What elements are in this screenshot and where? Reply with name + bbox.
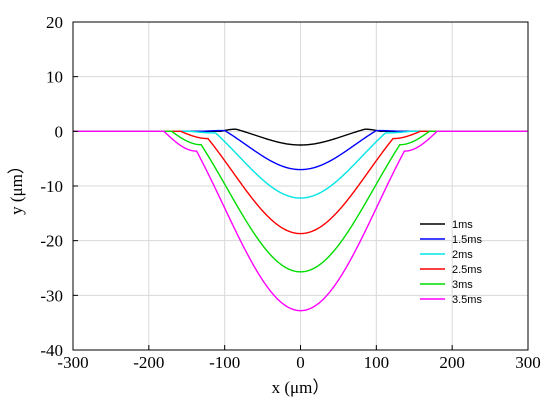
y-tick-label: 10 xyxy=(46,68,63,87)
legend-label: 1ms xyxy=(452,219,473,231)
x-tick-label: 0 xyxy=(296,353,305,372)
x-tick-label: 100 xyxy=(364,353,390,372)
series-line-3.5ms xyxy=(73,130,528,312)
legend-label: 3.5ms xyxy=(452,294,482,306)
y-tick-label: 0 xyxy=(55,122,64,141)
legend-label: 3ms xyxy=(452,279,473,291)
y-tick-label: -10 xyxy=(40,177,63,196)
x-tick-label: -100 xyxy=(209,353,240,372)
y-tick-label: 20 xyxy=(46,13,63,32)
y-axis-label: y (μm） xyxy=(7,157,26,215)
x-axis-label: x (μm） xyxy=(272,378,330,397)
y-tick-label: -40 xyxy=(40,341,63,360)
x-tick-label: 200 xyxy=(439,353,465,372)
x-tick-label: 300 xyxy=(515,353,541,372)
legend-label: 2.5ms xyxy=(452,264,482,276)
legend-label: 1.5ms xyxy=(452,234,482,246)
x-tick-label: -300 xyxy=(57,353,88,372)
y-tick-label: -30 xyxy=(40,286,63,305)
legend-label: 2ms xyxy=(452,249,473,261)
y-tick-label: -20 xyxy=(40,232,63,251)
legend: 1ms 1.5ms 2ms 2.5ms 3ms 3.5ms xyxy=(420,219,482,306)
x-tick-label: -200 xyxy=(133,353,164,372)
series-group xyxy=(73,128,528,312)
